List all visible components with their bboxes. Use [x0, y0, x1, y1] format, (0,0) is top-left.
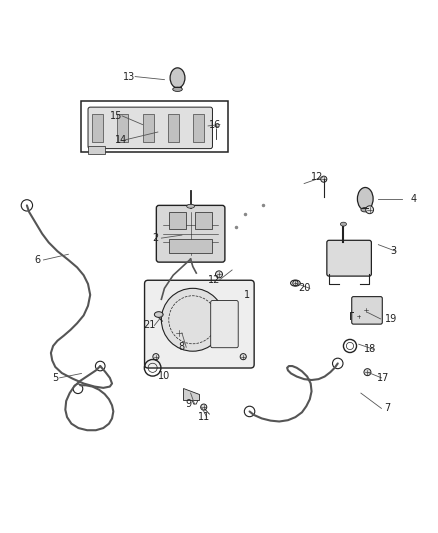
FancyBboxPatch shape	[156, 205, 225, 262]
Circle shape	[293, 280, 298, 286]
Circle shape	[153, 353, 159, 360]
Bar	[88, 146, 106, 154]
Bar	[195, 212, 212, 229]
Circle shape	[201, 404, 207, 410]
Text: 18: 18	[364, 344, 376, 354]
Text: 16: 16	[208, 119, 221, 130]
Text: 5: 5	[52, 373, 58, 383]
Ellipse shape	[361, 207, 370, 212]
Text: 7: 7	[384, 403, 390, 414]
Circle shape	[332, 358, 343, 369]
Text: 6: 6	[35, 255, 41, 265]
Circle shape	[73, 384, 83, 393]
Circle shape	[244, 406, 255, 417]
Circle shape	[366, 206, 374, 214]
Text: 15: 15	[110, 111, 123, 121]
Ellipse shape	[154, 312, 163, 317]
Circle shape	[363, 308, 368, 313]
FancyBboxPatch shape	[88, 107, 212, 149]
Text: 17: 17	[377, 373, 389, 383]
Bar	[169, 239, 212, 253]
Text: 1: 1	[244, 290, 251, 300]
Ellipse shape	[340, 222, 346, 226]
FancyBboxPatch shape	[327, 240, 371, 276]
Circle shape	[215, 271, 223, 278]
Bar	[193, 114, 204, 142]
FancyBboxPatch shape	[145, 280, 254, 368]
FancyBboxPatch shape	[352, 297, 382, 324]
Circle shape	[95, 361, 105, 371]
Ellipse shape	[357, 188, 373, 210]
Ellipse shape	[170, 68, 185, 88]
Text: 10: 10	[158, 370, 170, 381]
Polygon shape	[183, 388, 199, 400]
Circle shape	[240, 353, 246, 360]
Text: 14: 14	[115, 135, 127, 145]
Ellipse shape	[187, 204, 194, 208]
Text: 19: 19	[385, 314, 398, 324]
Text: 11: 11	[198, 412, 210, 422]
Text: 12: 12	[311, 172, 323, 182]
Bar	[143, 114, 153, 142]
Circle shape	[357, 314, 361, 318]
Ellipse shape	[173, 87, 182, 92]
Text: 13: 13	[124, 71, 136, 82]
Text: 9: 9	[185, 399, 191, 409]
Circle shape	[213, 123, 219, 130]
Bar	[92, 114, 103, 142]
Bar	[81, 101, 228, 152]
Circle shape	[161, 288, 224, 351]
Bar	[117, 114, 128, 142]
Text: 12: 12	[208, 274, 221, 285]
Text: 2: 2	[152, 233, 159, 243]
Circle shape	[21, 200, 32, 211]
Circle shape	[321, 176, 327, 182]
Circle shape	[364, 369, 371, 376]
Bar	[168, 114, 179, 142]
Text: 21: 21	[143, 320, 155, 330]
Circle shape	[131, 117, 137, 123]
Bar	[169, 212, 186, 229]
Text: 4: 4	[410, 194, 417, 204]
Circle shape	[175, 329, 183, 337]
Text: 8: 8	[179, 342, 185, 352]
Text: 20: 20	[298, 284, 311, 293]
Text: 3: 3	[391, 246, 397, 256]
FancyBboxPatch shape	[211, 301, 238, 348]
